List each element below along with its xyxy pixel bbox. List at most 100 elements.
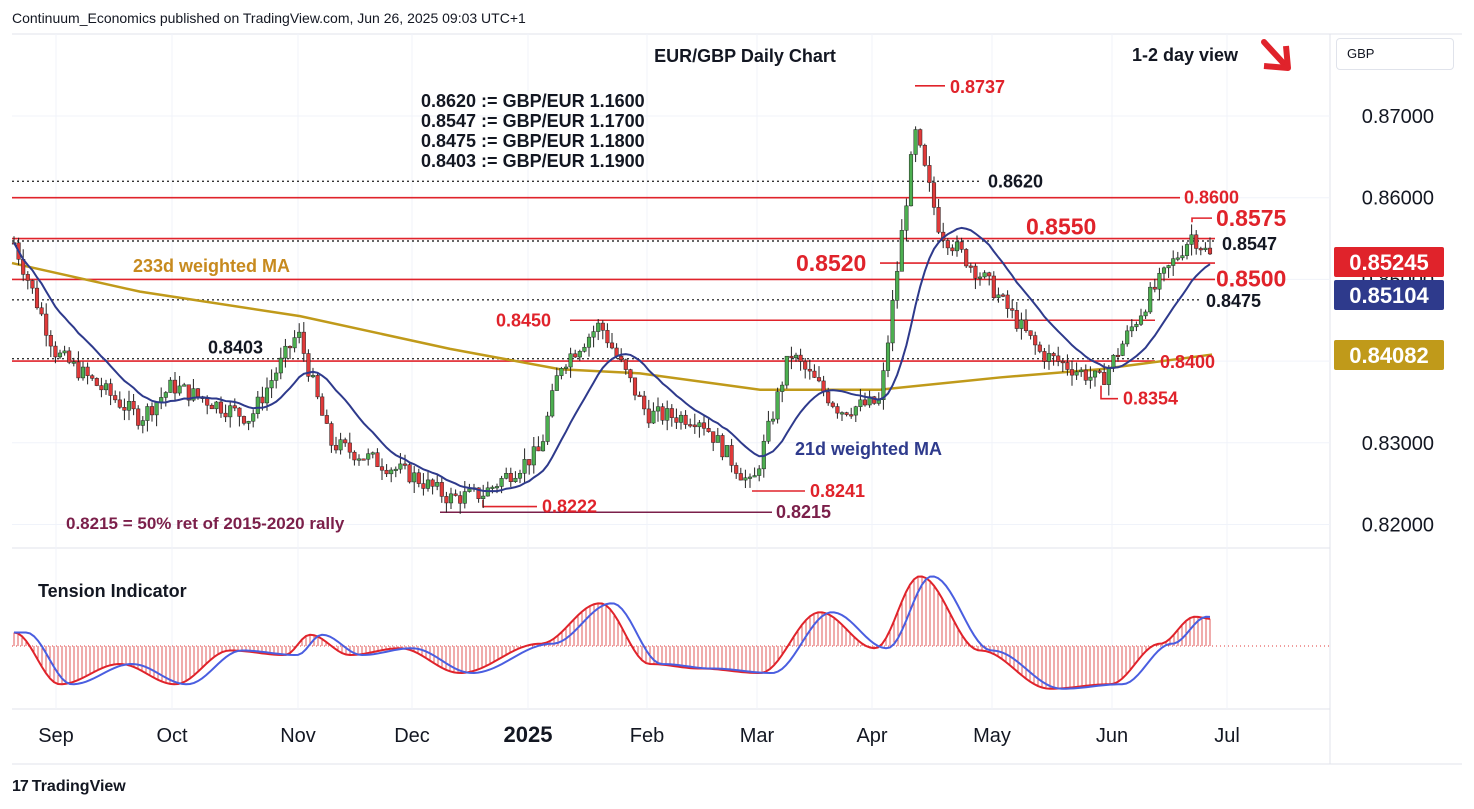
ma233-line <box>11 261 1213 391</box>
candle-body <box>1074 371 1079 376</box>
level-label: 0.8737 <box>950 77 1005 97</box>
candle-body <box>191 388 196 401</box>
candle-body <box>738 473 743 481</box>
ma21-line <box>13 226 1211 493</box>
candle-body <box>490 486 495 489</box>
candle-body <box>563 366 569 369</box>
candle-body <box>987 272 992 277</box>
price-tag-label: 0.85245 <box>1349 250 1429 275</box>
candle-body <box>1198 248 1203 251</box>
candle-body <box>481 495 486 499</box>
candle-body <box>527 459 532 466</box>
level-label: 0.8450 <box>496 310 551 330</box>
publisher-line: Continuum_Economics published on Trading… <box>12 10 526 26</box>
candle-body <box>504 473 509 479</box>
candle-body <box>812 370 817 378</box>
candle-body <box>1046 353 1052 362</box>
candle-body <box>513 477 518 482</box>
candle-body <box>706 428 711 432</box>
candle-body <box>122 407 127 411</box>
candle-body <box>1184 244 1190 256</box>
candle-body <box>425 479 431 489</box>
candle-body <box>186 384 191 401</box>
candle-body <box>287 345 293 349</box>
candle-body <box>48 335 53 347</box>
tension-line <box>13 575 1211 690</box>
candle-body <box>333 445 339 451</box>
candle-body <box>1056 355 1061 362</box>
candle-body <box>393 468 398 471</box>
candle-body <box>711 431 716 443</box>
candle-body <box>895 271 900 301</box>
candle-body <box>136 408 141 426</box>
candle-body <box>205 398 210 406</box>
ma233-label: 233d weighted MA <box>133 256 290 276</box>
candle-body <box>232 405 237 409</box>
candle-body <box>784 355 789 386</box>
candle-body <box>1033 335 1038 346</box>
candle-body <box>826 391 831 404</box>
candle-body <box>71 361 76 364</box>
fib-note: 0.8215 = 50% ret of 2015-2020 rally <box>66 514 345 533</box>
candle-body <box>195 388 201 397</box>
candle-body <box>609 342 615 349</box>
candle-body <box>1120 343 1125 356</box>
candle-body <box>435 482 440 487</box>
candle-body <box>99 385 104 391</box>
candle-body <box>223 412 228 418</box>
candle-body <box>149 406 155 416</box>
candle-body <box>467 488 472 492</box>
candle-body <box>798 354 803 362</box>
level-line <box>1191 217 1212 223</box>
candle-body <box>968 265 973 268</box>
tradingview-logo[interactable]: 17 TradingView <box>12 778 126 796</box>
candle-body <box>807 368 812 372</box>
level-label: 0.8403 <box>208 338 263 358</box>
candle-body <box>398 463 403 470</box>
candle-body <box>913 129 918 155</box>
candle-body <box>1000 294 1006 297</box>
grid <box>12 34 1330 709</box>
time-axis: Sep Oct Nov Dec 2025 Feb Mar Apr May Jun Jul <box>38 722 1240 747</box>
level-label: 0.8215 <box>776 502 831 522</box>
candle-body <box>458 495 463 504</box>
time-tick-label: May <box>973 725 1011 747</box>
candle-body <box>269 380 274 389</box>
candle-body <box>899 230 904 272</box>
candle-body <box>1203 247 1208 250</box>
candle-body <box>1019 319 1024 329</box>
level-label: 0.8520 <box>796 250 866 276</box>
currency-selector[interactable]: GBP <box>1336 38 1454 70</box>
level-line <box>1100 385 1118 400</box>
candle-body <box>550 390 555 417</box>
candles <box>11 126 1213 514</box>
candle-body <box>945 240 950 249</box>
candle-body <box>688 424 693 427</box>
candle-body <box>531 446 536 466</box>
candle-body <box>881 370 886 400</box>
candle-body <box>80 366 86 379</box>
candle-body <box>366 453 371 460</box>
candle-body <box>402 463 408 466</box>
candle-body <box>950 247 955 252</box>
candle-body <box>508 473 513 482</box>
candle-body <box>720 435 725 458</box>
candle-body <box>849 414 854 417</box>
candle-body <box>255 396 260 414</box>
candle-body <box>835 406 840 414</box>
candle-body <box>113 395 118 401</box>
candle-body <box>320 396 325 416</box>
candle-body <box>453 493 458 496</box>
level-label: 0.8575 <box>1216 205 1287 231</box>
candle-body <box>1097 370 1102 373</box>
candle-body <box>324 415 329 424</box>
candle-body <box>522 459 527 474</box>
candle-body <box>154 402 159 416</box>
time-tick-label: Nov <box>280 725 316 747</box>
candle-body <box>352 451 357 461</box>
time-tick-label: 2025 <box>504 722 553 747</box>
candle-body <box>1134 324 1139 328</box>
candle-body <box>1207 247 1213 255</box>
candle-body <box>375 452 380 467</box>
